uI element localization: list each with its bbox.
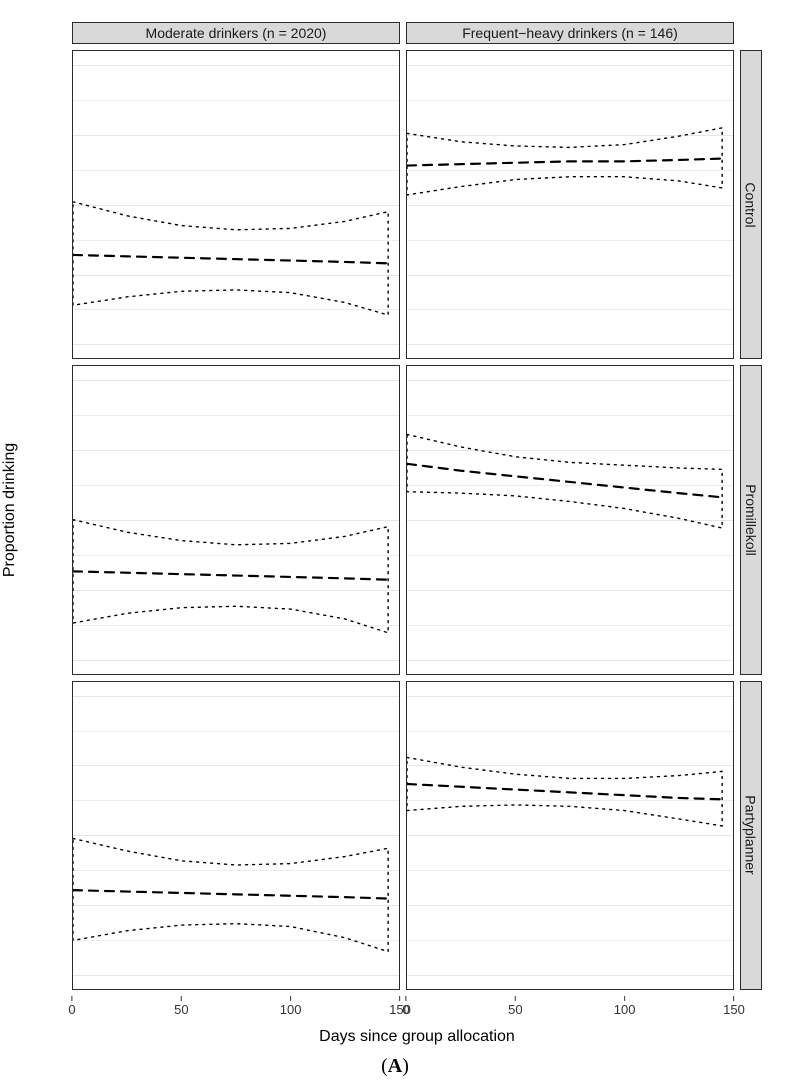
panel-r1-c0: 0.000.250.500.751.00 bbox=[72, 365, 400, 674]
series-svg bbox=[407, 366, 733, 673]
x-tick-label: 0 bbox=[68, 996, 75, 1017]
row-strip-2: Partyplanner bbox=[740, 681, 762, 990]
y-axis-label: Proportion drinking bbox=[1, 443, 19, 577]
corner-spacer bbox=[740, 22, 762, 44]
ci-band-outline bbox=[407, 128, 722, 195]
row-strip-0: Control bbox=[740, 50, 762, 359]
x-tick-label: 100 bbox=[280, 996, 302, 1017]
figure: Proportion drinking Moderate drinkers (n… bbox=[0, 0, 790, 1092]
ci-band-outline bbox=[73, 520, 388, 633]
ci-band-outline bbox=[73, 202, 388, 315]
series-svg bbox=[407, 51, 733, 358]
panel-r1-c1 bbox=[406, 365, 734, 674]
mean-line bbox=[73, 255, 388, 263]
panel-r0-c1 bbox=[406, 50, 734, 359]
series-svg bbox=[73, 682, 399, 989]
series-svg bbox=[73, 366, 399, 673]
x-axis-col-0: 050100150 bbox=[72, 996, 400, 1024]
x-axis-col-1: 050100150 bbox=[406, 996, 734, 1024]
ci-band-outline bbox=[73, 838, 388, 951]
mean-line bbox=[407, 784, 722, 799]
x-axis-label: Days since group allocation bbox=[72, 1028, 762, 1046]
column-strip-0: Moderate drinkers (n = 2020) bbox=[72, 22, 400, 44]
x-tick-label: 0 bbox=[402, 996, 409, 1017]
x-tick-label: 150 bbox=[723, 996, 745, 1017]
panel-r2-c0: 0.000.250.500.751.00 bbox=[72, 681, 400, 990]
mean-line bbox=[73, 572, 388, 580]
facet-grid: Moderate drinkers (n = 2020) Frequent−hea… bbox=[72, 22, 762, 1024]
panel-r0-c0: 0.000.250.500.751.00 bbox=[72, 50, 400, 359]
caption-label: A bbox=[388, 1055, 402, 1077]
series-svg bbox=[407, 682, 733, 989]
series-svg bbox=[73, 51, 399, 358]
x-tick-label: 100 bbox=[614, 996, 636, 1017]
mean-line bbox=[407, 464, 722, 498]
x-tick-label: 50 bbox=[174, 996, 188, 1017]
panel-r2-c1 bbox=[406, 681, 734, 990]
ci-band-outline bbox=[407, 435, 722, 529]
x-tick-label: 50 bbox=[508, 996, 522, 1017]
mean-line bbox=[407, 159, 722, 166]
column-strip-1: Frequent−heavy drinkers (n = 146) bbox=[406, 22, 734, 44]
row-strip-1: Promillekoll bbox=[740, 365, 762, 674]
mean-line bbox=[73, 890, 388, 898]
figure-caption: (A) bbox=[0, 1055, 790, 1078]
ci-band-outline bbox=[407, 757, 722, 825]
